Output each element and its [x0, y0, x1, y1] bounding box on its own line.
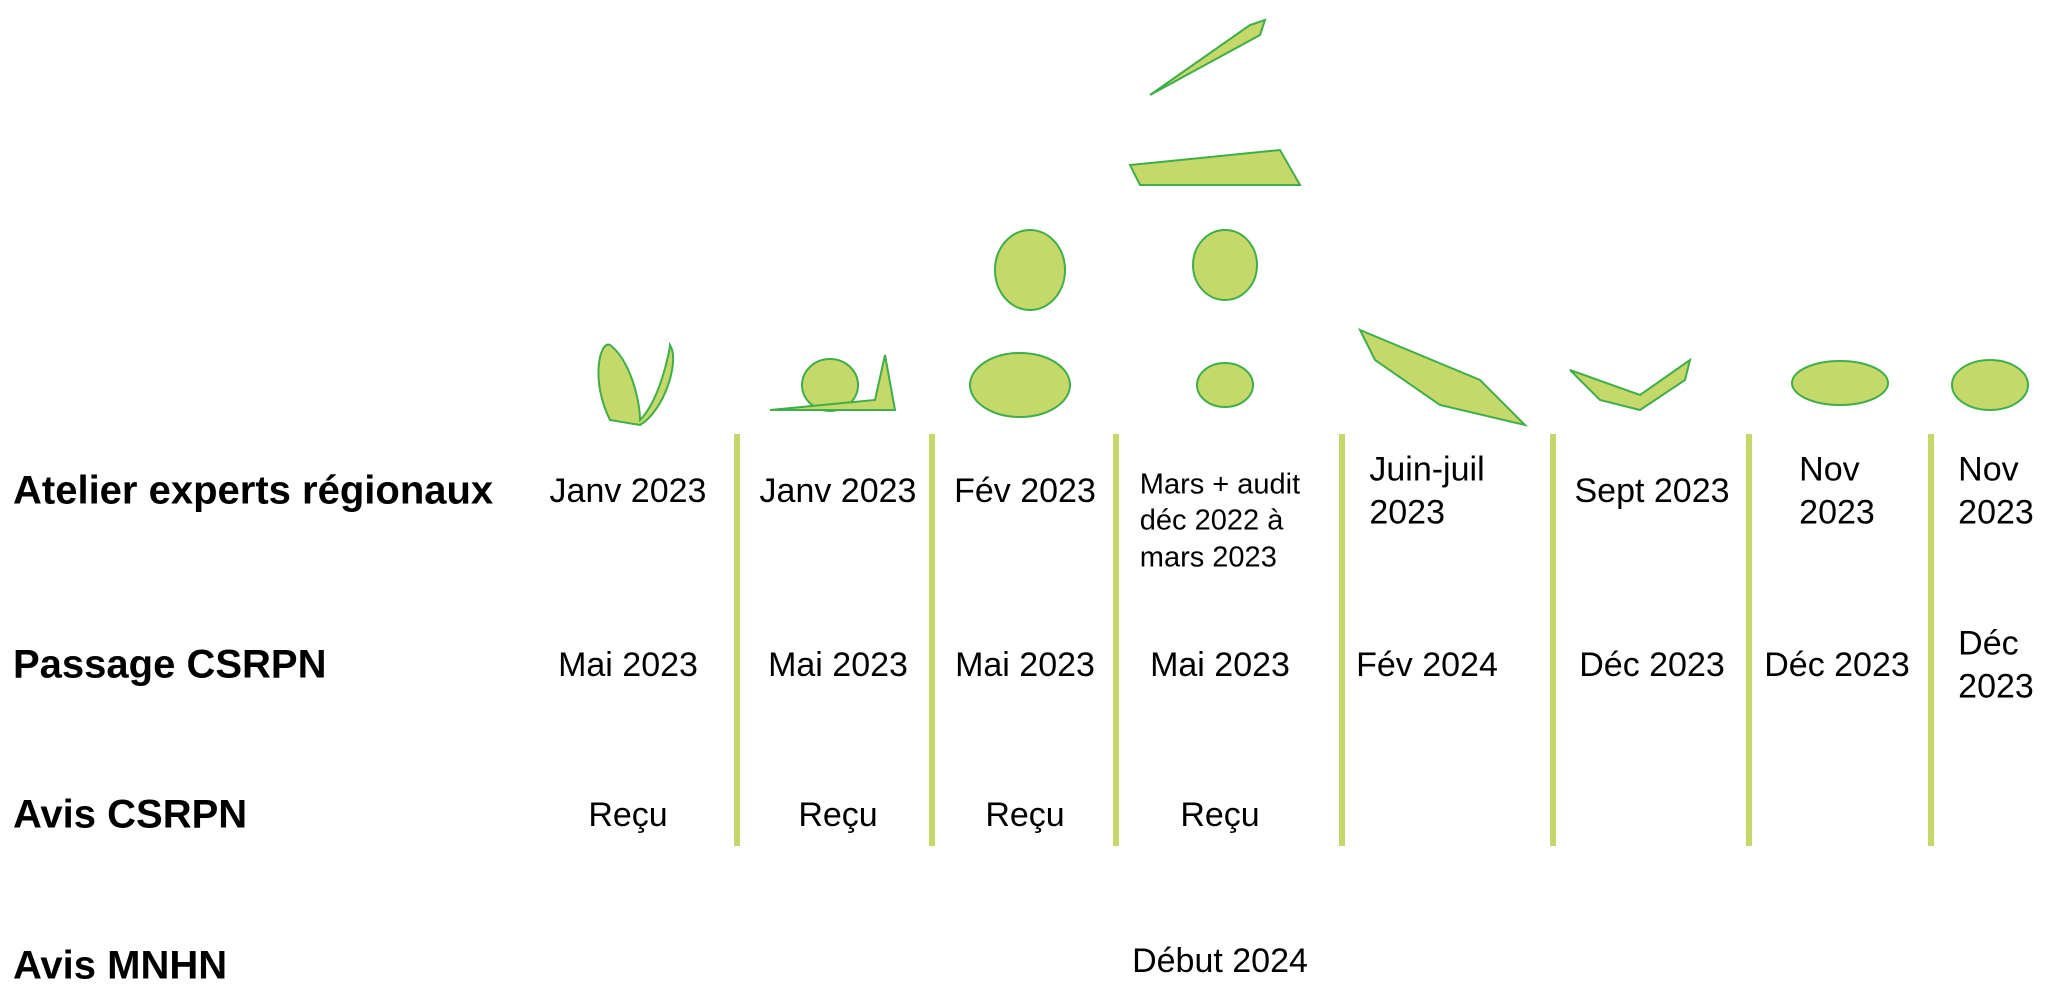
cell-text: Nov 2023: [1958, 450, 2034, 532]
cell-text: Mars + audit déc 2022 à mars 2023: [1139, 468, 1301, 574]
row-label: Avis CSRPN: [13, 792, 248, 837]
cell-text: Juin-juil 2023: [1369, 450, 1485, 532]
row-label: Passage CSRPN: [13, 642, 327, 687]
cell-text: Reçu: [588, 795, 668, 834]
column-separator: [1550, 434, 1556, 846]
cell-text: Mai 2023: [1150, 645, 1290, 684]
fish-icon: [1791, 360, 1889, 406]
column-separator: [1113, 434, 1119, 846]
turtle-icon: [969, 352, 1071, 418]
cell-text: Mai 2023: [768, 645, 908, 684]
column-separator: [1339, 434, 1345, 846]
cell-text: Début 2024: [1132, 941, 1308, 980]
cell-text: Reçu: [1180, 795, 1260, 834]
column-separator: [929, 434, 935, 846]
column-separator: [734, 434, 740, 846]
butterfly-icon: [597, 341, 675, 427]
column-separator: [1746, 434, 1752, 846]
cell-text: Fév 2024: [1356, 645, 1498, 684]
grasshopper-icon: [1128, 148, 1302, 186]
cell-text: Reçu: [985, 795, 1065, 834]
row-label: Atelier experts régionaux: [13, 468, 494, 513]
cell-text: Mai 2023: [558, 645, 698, 684]
snail-body: [769, 354, 897, 411]
cell-text: Nov 2023: [1799, 450, 1875, 532]
spider-icon: [1196, 362, 1254, 408]
bat-icon: [1569, 357, 1692, 412]
cell-text: Déc 2023: [1958, 624, 2034, 706]
column-separator: [1928, 434, 1934, 846]
cell-text: Fév 2023: [954, 471, 1096, 510]
animal-icons: [597, 18, 2029, 427]
beetle-icon: [1192, 229, 1258, 301]
cell-text: Déc 2023: [1579, 645, 1725, 684]
cell-text: Janv 2023: [759, 471, 917, 510]
rabbit-icon: [1951, 359, 2029, 411]
cell-text: Mai 2023: [955, 645, 1095, 684]
cell-text: Déc 2023: [1764, 645, 1910, 684]
row-label: Avis MNHN: [13, 943, 228, 984]
cell-text: Reçu: [798, 795, 878, 834]
frog-icon: [994, 229, 1066, 311]
cell-text: Sept 2023: [1574, 471, 1730, 510]
cell-text: Janv 2023: [549, 471, 707, 510]
bird-icon: [1357, 328, 1529, 427]
dragonfly-icon: [1149, 18, 1267, 96]
